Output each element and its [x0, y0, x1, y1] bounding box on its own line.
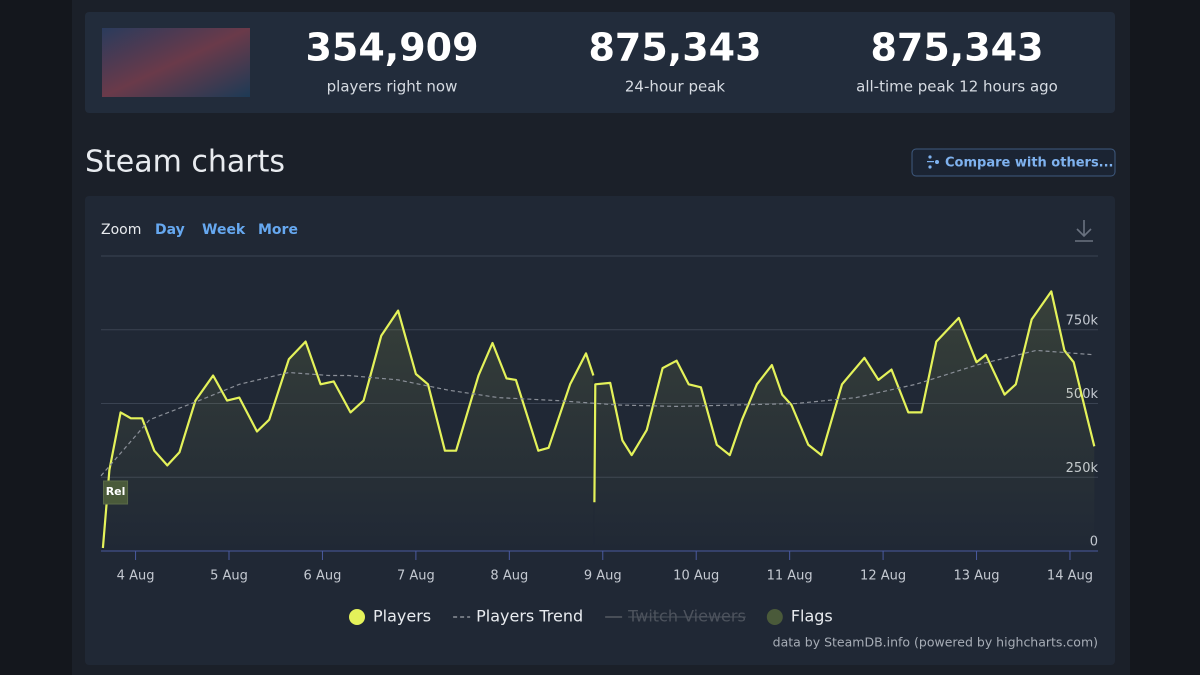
x-tick-label: 11 Aug: [767, 569, 813, 584]
game-image: [102, 28, 250, 97]
stat-value: 354,909: [305, 26, 478, 70]
legend-label[interactable]: Players Trend: [476, 607, 583, 626]
legend-label[interactable]: Flags: [791, 607, 833, 626]
zoom-option[interactable]: Day: [155, 222, 185, 238]
compare-button[interactable]: [911, 148, 1116, 177]
legend-marker: [349, 609, 365, 625]
x-tick-label: 7 Aug: [397, 569, 435, 584]
download-icon[interactable]: [1075, 220, 1093, 242]
zoom-option[interactable]: Week: [202, 222, 246, 238]
x-tick-label: 4 Aug: [117, 569, 155, 584]
compare-button-label[interactable]: Compare with others...: [945, 156, 1114, 171]
players-area: [102, 291, 1095, 551]
x-tick-label: 12 Aug: [860, 569, 906, 584]
stat-label: 24-hour peak: [625, 78, 726, 96]
legend-label[interactable]: Players: [373, 607, 431, 626]
zoom-option[interactable]: More: [258, 222, 298, 238]
stat-label: all-time peak 12 hours ago: [856, 78, 1058, 96]
stat-value: 875,343: [588, 26, 761, 70]
zoom-label: Zoom: [101, 222, 141, 238]
x-tick-label: 10 Aug: [673, 569, 719, 584]
flag: [103, 480, 129, 505]
x-tick-label: 8 Aug: [490, 569, 528, 584]
x-tick-label: 6 Aug: [304, 569, 342, 584]
y-tick-label: 750k: [1066, 313, 1099, 328]
x-tick-label: 9 Aug: [584, 569, 622, 584]
stat-value: 875,343: [870, 26, 1043, 70]
flag-label: Rel: [106, 485, 126, 498]
legend-label[interactable]: Twitch Viewers: [627, 607, 746, 626]
credit: data by SteamDB.info (powered by highcha…: [773, 635, 1098, 650]
x-tick-label: 5 Aug: [210, 569, 248, 584]
players-line: [101, 290, 1096, 549]
stat-label: players right now: [327, 78, 458, 96]
section-title: Steam charts: [85, 145, 285, 180]
trend-line: [100, 349, 1095, 477]
x-tick-label: 13 Aug: [953, 569, 999, 584]
x-tick-label: 14 Aug: [1047, 569, 1093, 584]
compare-icon: [927, 155, 939, 169]
legend-marker: [766, 609, 783, 625]
stats-box: [85, 12, 1115, 113]
